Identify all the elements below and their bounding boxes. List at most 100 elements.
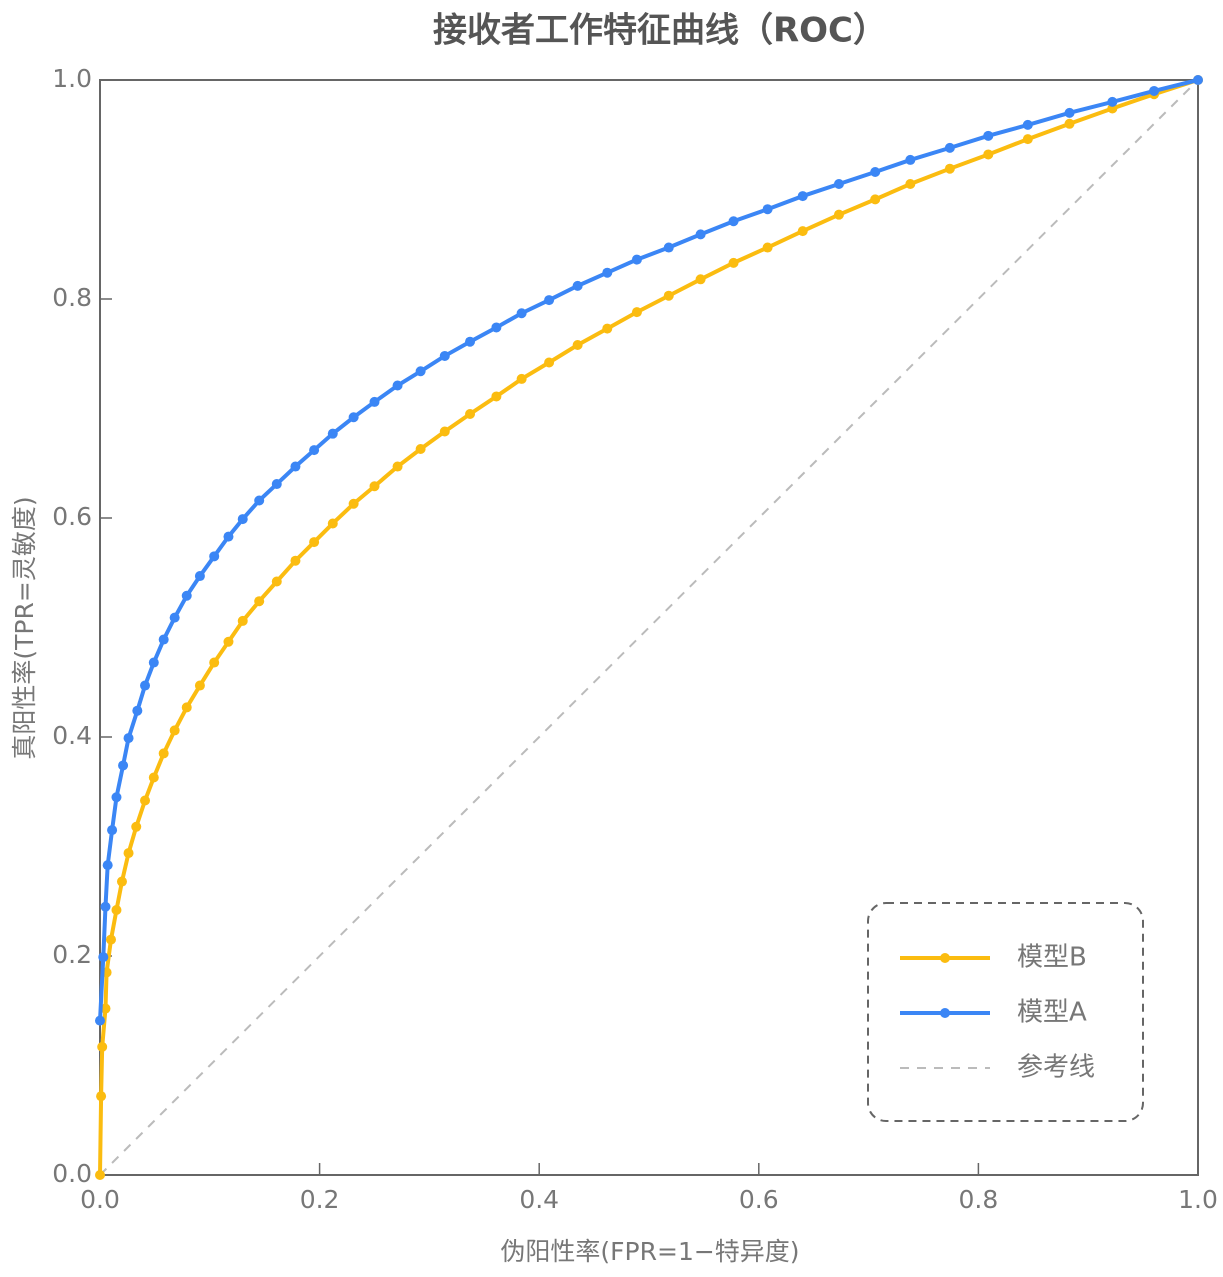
data-point: [123, 848, 134, 859]
data-point: [491, 391, 502, 402]
data-point: [158, 634, 169, 645]
data-point: [132, 705, 143, 716]
data-point: [223, 531, 234, 542]
data-point: [107, 825, 118, 836]
x-tick-label: 0.2: [300, 1185, 340, 1214]
data-point: [194, 680, 205, 691]
data-point: [140, 795, 151, 806]
data-point: [140, 680, 151, 691]
data-point: [1193, 75, 1203, 85]
data-point: [491, 322, 502, 333]
data-point: [516, 308, 527, 319]
data-point: [254, 495, 265, 506]
data-point: [516, 373, 527, 384]
x-tick-label: 0.6: [739, 1185, 779, 1214]
data-point: [762, 204, 773, 215]
series-line: [98, 78, 1199, 1021]
y-tick-label: 0.6: [52, 502, 92, 531]
y-axis-label: 真阳性率(TPR=灵敏度): [10, 496, 39, 759]
data-point: [100, 901, 111, 912]
data-point: [309, 445, 320, 456]
y-tick-label: 0.0: [52, 1159, 92, 1188]
y-tick-label: 1.0: [52, 64, 92, 93]
data-point: [348, 412, 359, 423]
data-point: [983, 149, 994, 160]
data-point: [905, 179, 916, 190]
data-point: [327, 518, 338, 529]
data-point: [105, 934, 116, 945]
y-tick-label: 0.2: [52, 940, 92, 969]
legend-label: 参考线: [1017, 1053, 1095, 1083]
data-point: [905, 154, 916, 165]
data-point: [158, 748, 169, 759]
data-point: [169, 725, 180, 736]
data-point: [369, 481, 380, 492]
data-point: [544, 357, 555, 368]
data-point: [1022, 119, 1033, 130]
legend-label: 模型B: [1017, 943, 1087, 973]
data-point: [97, 1041, 108, 1052]
data-point: [392, 380, 403, 391]
data-point: [327, 428, 338, 439]
data-point: [237, 514, 248, 525]
data-point: [98, 952, 109, 963]
data-point: [209, 657, 220, 668]
data-point: [1064, 118, 1075, 129]
data-point: [695, 229, 706, 240]
legend-label: 模型A: [1017, 998, 1087, 1028]
data-point: [797, 226, 808, 237]
series-line: [99, 79, 1199, 1176]
data-point: [309, 537, 320, 548]
data-point: [148, 772, 159, 783]
plot-frame: [99, 79, 1199, 1176]
data-point: [415, 366, 426, 377]
data-point: [181, 702, 192, 713]
legend-marker: [940, 953, 950, 963]
data-point: [209, 551, 220, 562]
x-axis-label: 伪阳性率(FPR=1−特异度): [500, 1237, 799, 1266]
data-point: [1022, 134, 1033, 145]
y-tick-label: 0.4: [52, 721, 92, 750]
data-point: [223, 636, 234, 647]
data-point: [237, 615, 248, 626]
data-point: [123, 733, 134, 744]
data-point: [111, 905, 122, 916]
data-point: [944, 142, 955, 153]
data-point: [271, 576, 282, 587]
data-point: [663, 242, 674, 253]
data-point: [131, 821, 142, 832]
data-point: [348, 498, 359, 509]
data-point: [392, 461, 403, 472]
data-point: [833, 179, 844, 190]
data-point: [728, 216, 739, 227]
data-point: [369, 396, 380, 407]
data-point: [1149, 85, 1160, 96]
data-point: [148, 657, 159, 668]
x-tick-label: 1.0: [1178, 1185, 1218, 1214]
data-point: [602, 323, 613, 334]
data-point: [96, 1091, 107, 1102]
data-point: [102, 860, 113, 871]
data-point: [181, 590, 192, 601]
data-point: [118, 760, 129, 771]
data-point: [254, 596, 265, 607]
data-point: [290, 555, 301, 566]
data-point: [797, 191, 808, 202]
data-point: [762, 242, 773, 253]
data-point: [944, 163, 955, 174]
data-point: [631, 254, 642, 265]
data-point: [194, 571, 205, 582]
data-point: [415, 444, 426, 455]
x-tick-label: 0.4: [519, 1185, 559, 1214]
data-point: [870, 194, 881, 205]
data-point: [439, 426, 450, 437]
data-point: [95, 1170, 105, 1180]
data-point: [169, 612, 180, 623]
data-point: [271, 479, 282, 490]
data-point: [631, 307, 642, 318]
data-point: [111, 792, 122, 803]
data-point: [116, 876, 127, 887]
data-point: [439, 350, 450, 361]
data-point: [833, 209, 844, 220]
